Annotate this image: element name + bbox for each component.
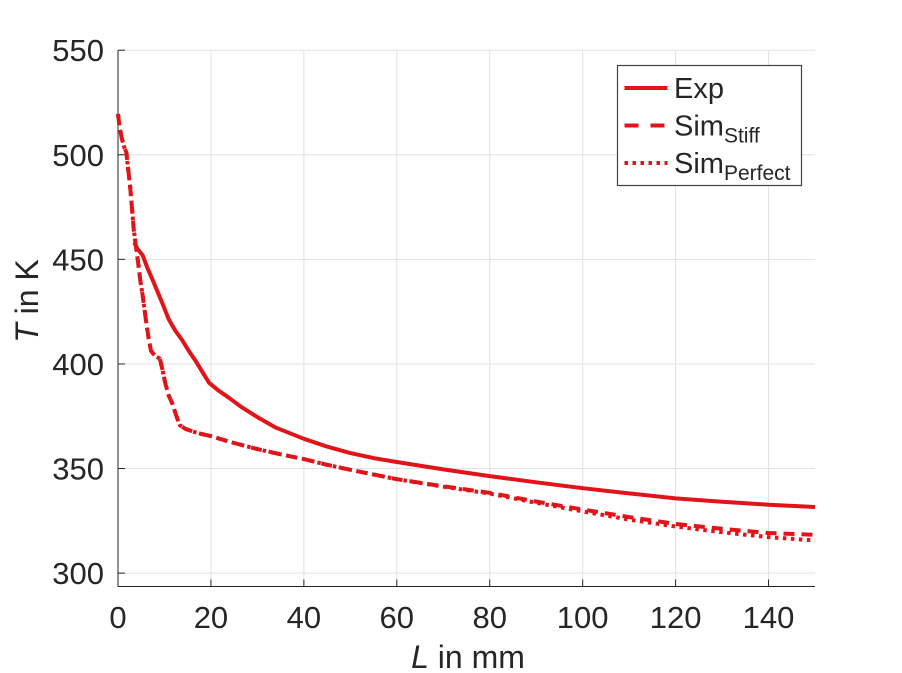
x-tick-label: 60 [380, 600, 414, 635]
x-tick-label: 140 [743, 600, 795, 635]
x-tick-label: 20 [194, 600, 228, 635]
x-axis-label: L in mm [411, 639, 525, 673]
y-axis-label: T in K [9, 259, 45, 343]
series-simstiff-line [116, 113, 816, 537]
legend-label-exp: Exp [674, 73, 724, 105]
x-tick-label: 120 [650, 600, 702, 635]
y-tick-label: 500 [52, 138, 104, 173]
y-tick-label: 550 [52, 33, 104, 68]
x-tick-label: 100 [557, 600, 609, 635]
axes [117, 49, 815, 587]
y-tick-label: 300 [52, 556, 104, 591]
y-tick-label: 350 [52, 452, 104, 487]
x-tick-label: 80 [472, 600, 506, 635]
legend-box [616, 64, 803, 187]
x-tick-label: 40 [287, 600, 321, 635]
legend-label-simstiff: SimStiff [674, 111, 760, 148]
series-exp-line [132, 241, 816, 509]
y-tick-label: 400 [52, 347, 104, 382]
series-simperfect-line [116, 113, 816, 543]
legend-label-simperfect: SimPerfect [674, 148, 791, 185]
x-tick-label: 0 [109, 600, 126, 635]
y-tick-label: 450 [52, 242, 104, 277]
